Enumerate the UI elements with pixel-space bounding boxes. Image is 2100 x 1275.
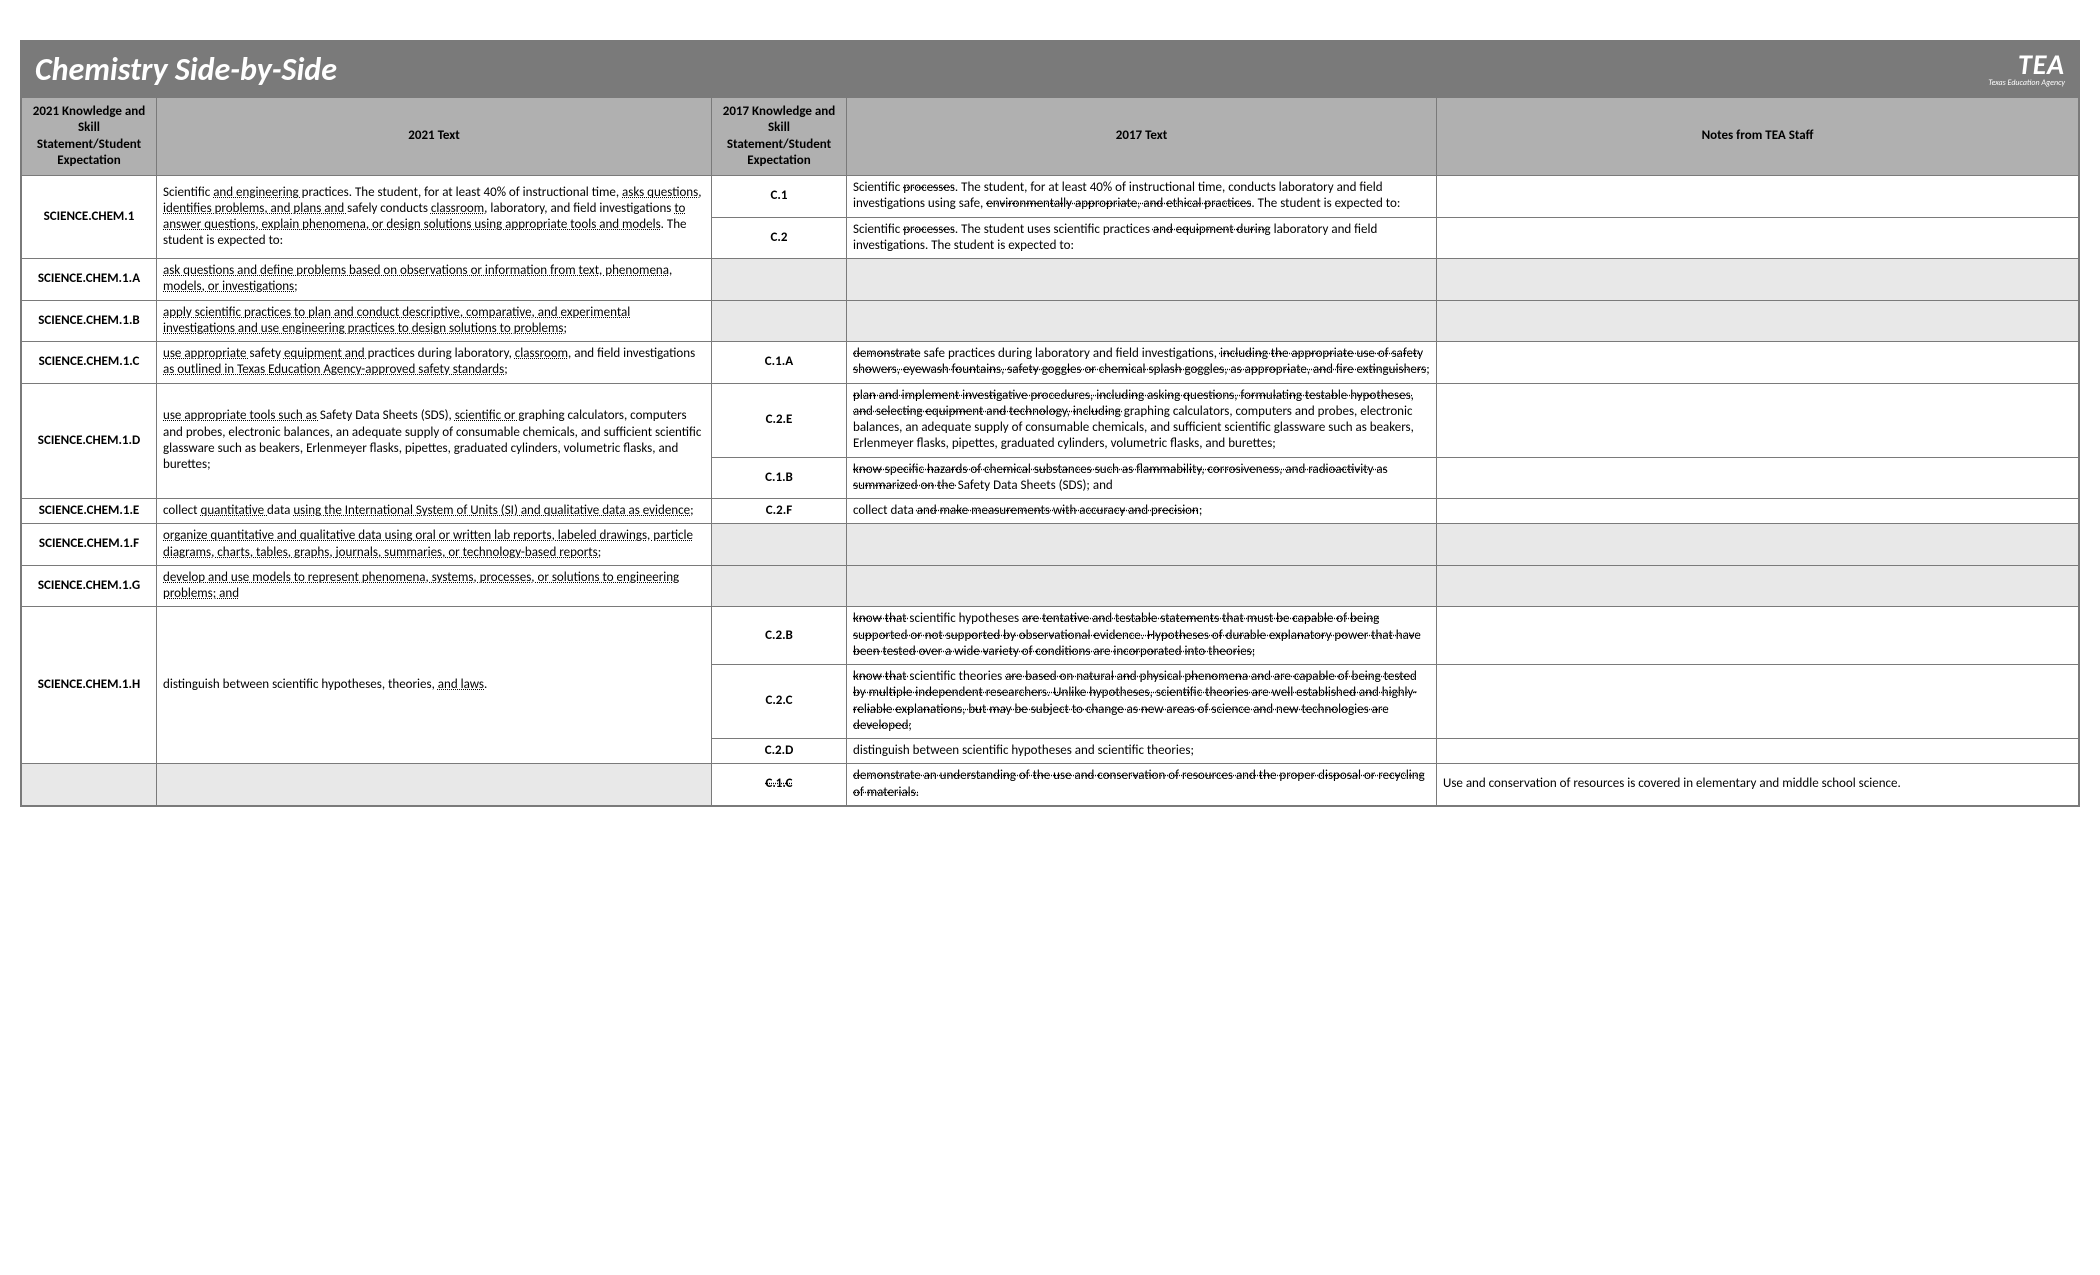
table-row: SCIENCE.CHEM.1.Cuse appropriate safety e… [22,342,2079,384]
col-header-2017-code: 2017 Knowledge and Skill Statement/Stude… [712,98,847,176]
cell-notes [1437,739,2079,764]
cell-2021-code: SCIENCE.CHEM.1.B [22,300,157,342]
cell-2017-text [847,524,1437,566]
cell-2017-code: C.1.A [712,342,847,384]
cell-2017-code: C.2 [712,217,847,259]
cell-2017-code: C.1.C [712,764,847,806]
logo-subtext: Texas Education Agency [1988,79,2065,87]
logo-text: TEA [2018,51,2065,79]
cell-notes [1437,259,2079,301]
cell-2021-code: SCIENCE.CHEM.1.F [22,524,157,566]
cell-2021-code: SCIENCE.CHEM.1.G [22,565,157,607]
col-header-2021-code: 2021 Knowledge and Skill Statement/Stude… [22,98,157,176]
col-header-2017-text: 2017 Text [847,98,1437,176]
cell-2017-text: know specific hazards of chemical substa… [847,457,1437,499]
cell-2017-code: C.2.F [712,499,847,524]
cell-notes [1437,300,2079,342]
cell-2017-code: C.2.B [712,607,847,665]
cell-2017-text [847,565,1437,607]
cell-notes [1437,665,2079,739]
col-header-2021-text: 2021 Text [157,98,712,176]
cell-2017-code: C.1.B [712,457,847,499]
cell-2017-code: C.1 [712,176,847,218]
col-header-notes: Notes from TEA Staff [1437,98,2079,176]
cell-notes [1437,565,2079,607]
cell-2017-code [712,259,847,301]
cell-2017-text: Scientific processes. The student uses s… [847,217,1437,259]
cell-2021-text: ask questions and define problems based … [157,259,712,301]
cell-2021-code: SCIENCE.CHEM.1.C [22,342,157,384]
cell-2017-text: plan and implement investigative procedu… [847,383,1437,457]
cell-notes [1437,457,2079,499]
cell-notes [1437,342,2079,384]
table-row: SCIENCE.CHEM.1.Bapply scientific practic… [22,300,2079,342]
cell-2017-text: Scientific processes. The student, for a… [847,176,1437,218]
tea-logo: TEA Texas Education Agency [1988,51,2065,87]
cell-notes [1437,383,2079,457]
page-title: Chemistry Side-by-Side [35,50,337,89]
title-bar: Chemistry Side-by-Side TEA Texas Educati… [21,41,2079,97]
cell-2021-text: use appropriate safety equipment and pra… [157,342,712,384]
table-body: SCIENCE.CHEM.1Scientific and engineering… [22,176,2079,806]
cell-2017-code: C.2.D [712,739,847,764]
cell-2021-text: use appropriate tools such as Safety Dat… [157,383,712,499]
cell-2021-code: SCIENCE.CHEM.1.D [22,383,157,499]
cell-notes [1437,607,2079,665]
cell-2021-text: collect quantitative data using the Inte… [157,499,712,524]
cell-2021-code [22,764,157,806]
cell-notes [1437,499,2079,524]
table-row: SCIENCE.CHEM.1.Ecollect quantitative dat… [22,499,2079,524]
cell-2017-text [847,259,1437,301]
cell-2021-code: SCIENCE.CHEM.1.H [22,607,157,764]
cell-2017-text: collect data and make measurements with … [847,499,1437,524]
table-row: C.1.Cdemonstrate an understanding of the… [22,764,2079,806]
cell-2021-text: distinguish between scientific hypothese… [157,607,712,764]
cell-2017-code [712,565,847,607]
cell-2021-code: SCIENCE.CHEM.1.A [22,259,157,301]
cell-2017-text: know that scientific hypotheses are tent… [847,607,1437,665]
table-row: SCIENCE.CHEM.1Scientific and engineering… [22,176,2079,218]
cell-2021-code: SCIENCE.CHEM.1.E [22,499,157,524]
cell-2021-text [157,764,712,806]
table-row: SCIENCE.CHEM.1.Aask questions and define… [22,259,2079,301]
cell-2021-text: organize quantitative and qualitative da… [157,524,712,566]
cell-2017-text [847,300,1437,342]
cell-2017-text: demonstrate an understanding of the use … [847,764,1437,806]
cell-2017-code [712,524,847,566]
cell-2021-text: develop and use models to represent phen… [157,565,712,607]
cell-2021-text: apply scientific practices to plan and c… [157,300,712,342]
table-row: SCIENCE.CHEM.1.Duse appropriate tools su… [22,383,2079,457]
table-row: SCIENCE.CHEM.1.Hdistinguish between scie… [22,607,2079,665]
table-row: SCIENCE.CHEM.1.Forganize quantitative an… [22,524,2079,566]
cell-notes [1437,217,2079,259]
cell-2021-text: Scientific and engineering practices. Th… [157,176,712,259]
comparison-table: 2021 Knowledge and Skill Statement/Stude… [21,97,2079,806]
cell-notes [1437,524,2079,566]
cell-2017-text: demonstrate safe practices during labora… [847,342,1437,384]
document-table: Chemistry Side-by-Side TEA Texas Educati… [20,40,2080,807]
cell-notes [1437,176,2079,218]
cell-2017-code: C.2.C [712,665,847,739]
cell-2017-text: know that scientific theories are based … [847,665,1437,739]
cell-2017-code [712,300,847,342]
cell-2017-text: distinguish between scientific hypothese… [847,739,1437,764]
cell-notes: Use and conservation of resources is cov… [1437,764,2079,806]
cell-2021-code: SCIENCE.CHEM.1 [22,176,157,259]
header-row: 2021 Knowledge and Skill Statement/Stude… [22,98,2079,176]
cell-2017-code: C.2.E [712,383,847,457]
table-row: SCIENCE.CHEM.1.Gdevelop and use models t… [22,565,2079,607]
